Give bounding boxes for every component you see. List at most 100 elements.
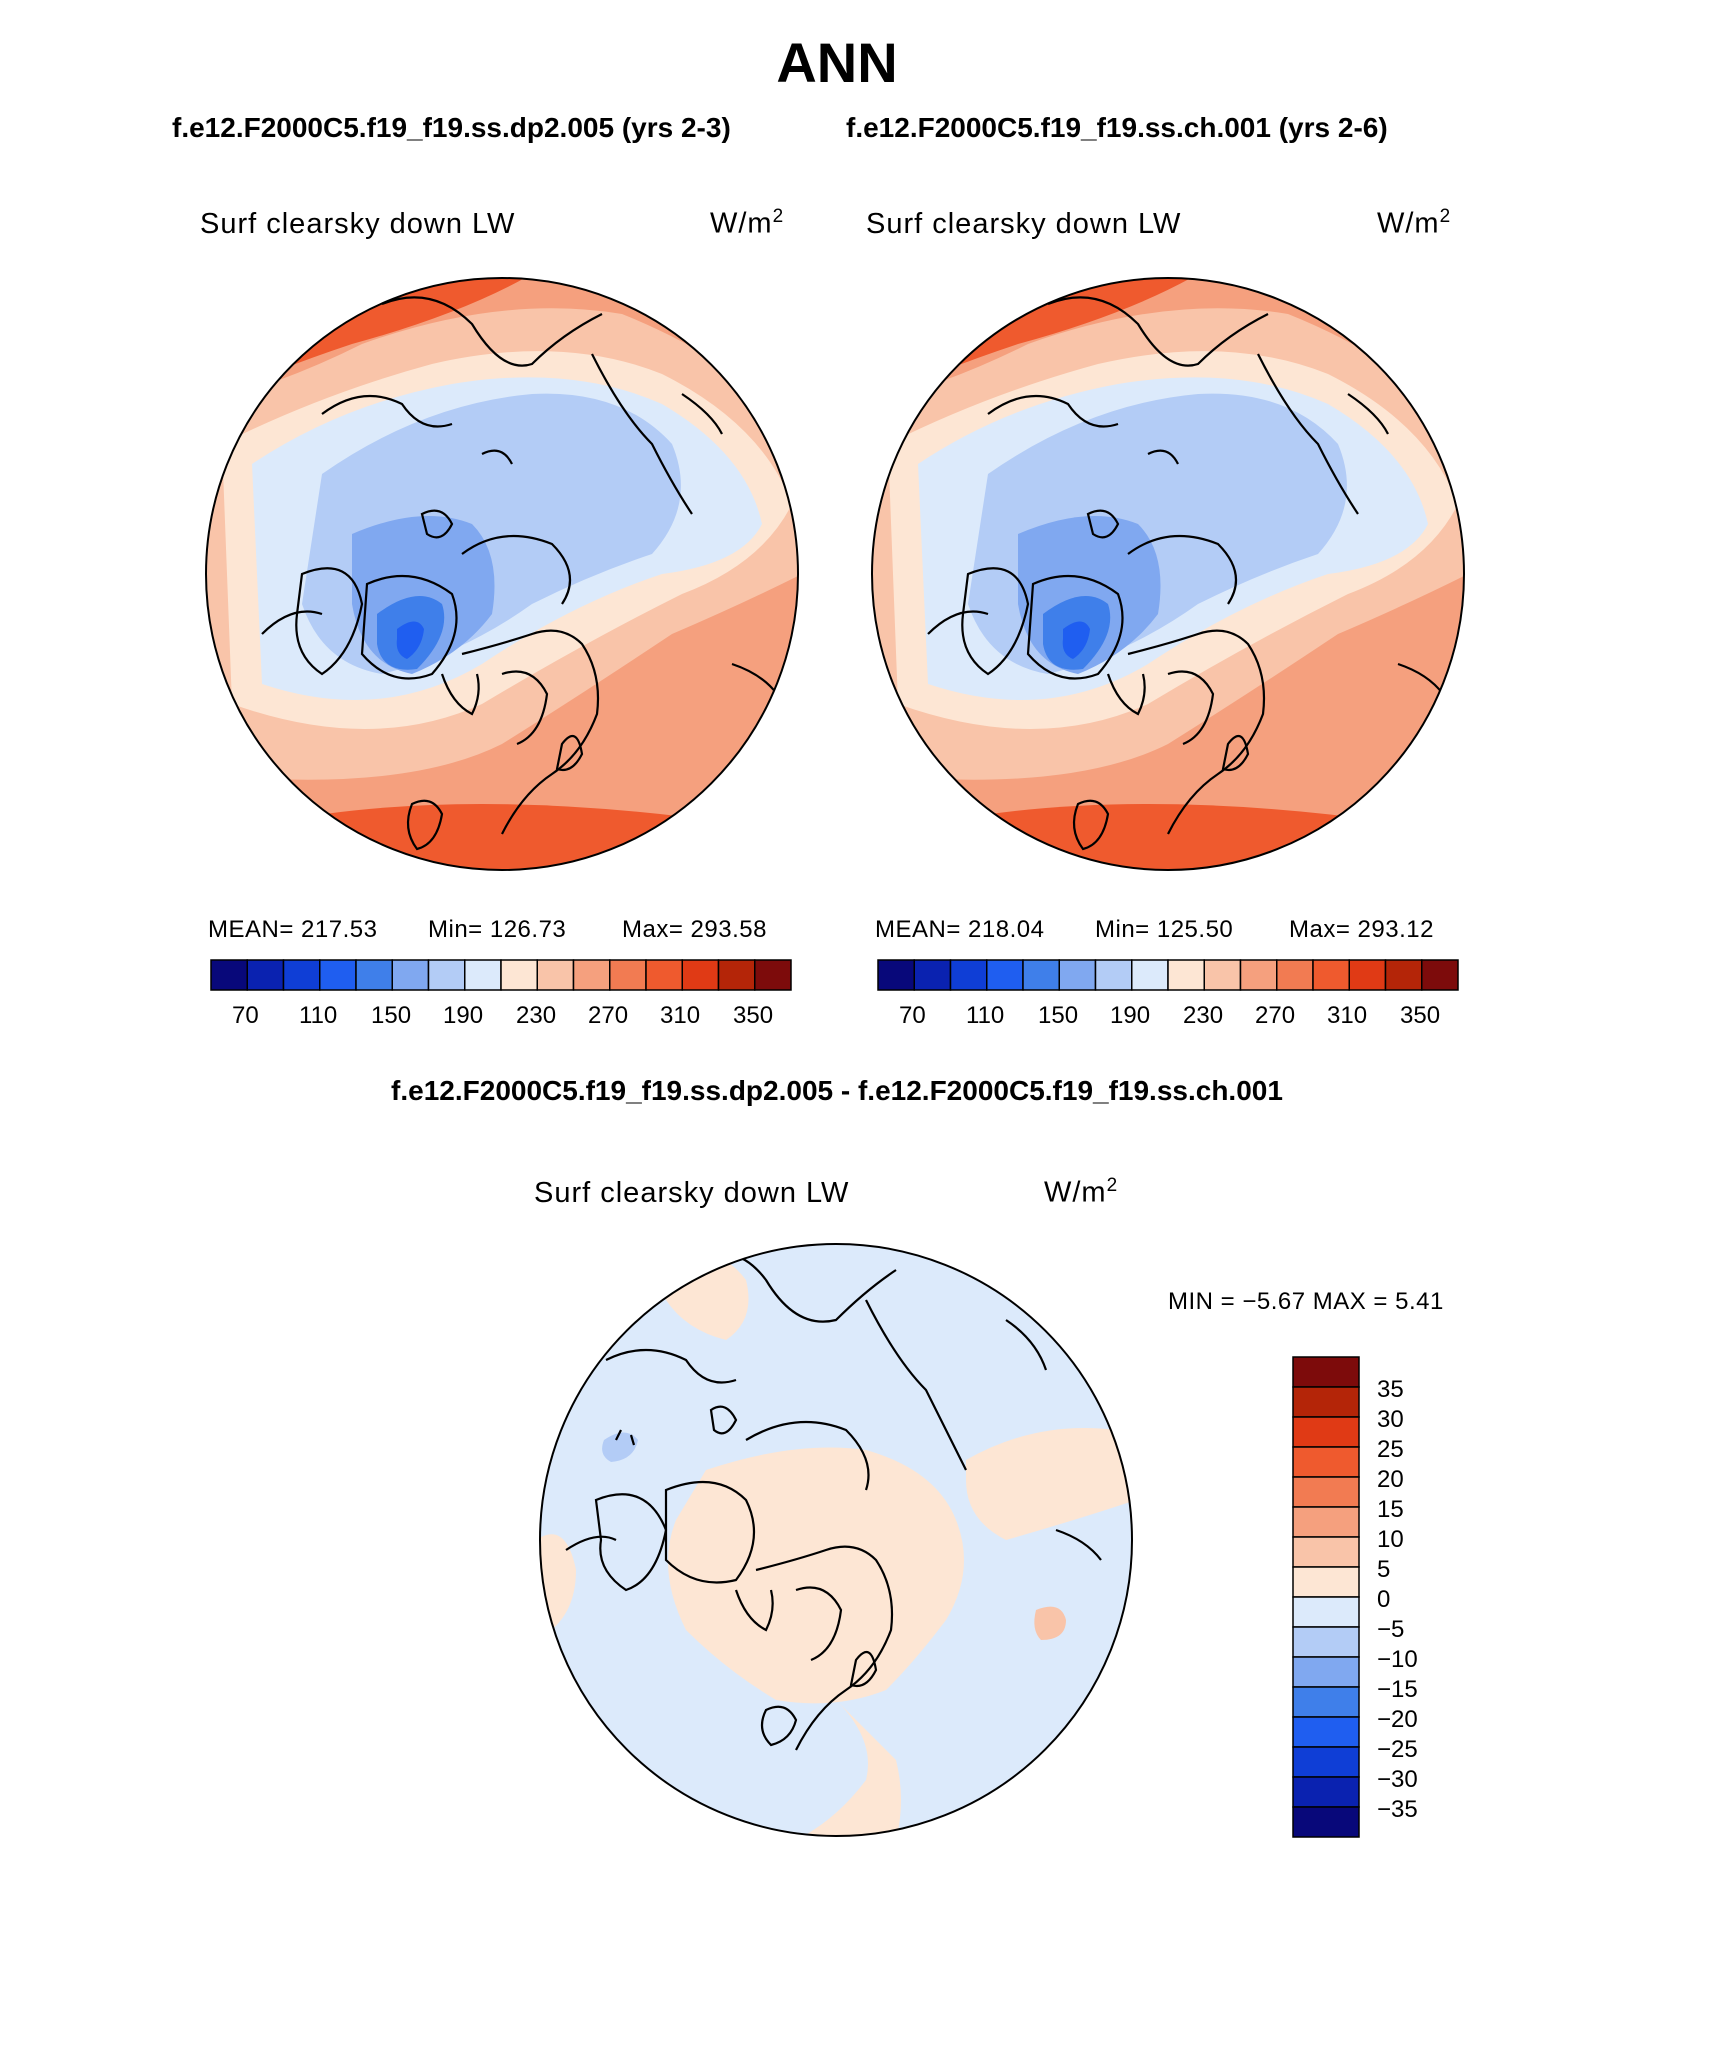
colorbar-swatch xyxy=(391,959,430,991)
colorbar-swatch xyxy=(717,959,756,991)
diff-tick-35: 35 xyxy=(1377,1376,1404,1403)
colorbar-swatch xyxy=(1276,959,1314,991)
diff-colorbar-swatch xyxy=(1292,1806,1360,1838)
colorbar-left-tick-310: 310 xyxy=(660,1002,701,1029)
colorbar-swatch xyxy=(536,959,575,991)
panel-1-units-label: W/m2 xyxy=(710,206,785,240)
colorbar-left-tick-70: 70 xyxy=(232,1002,259,1029)
diff-colorbar-swatch xyxy=(1292,1506,1360,1538)
polar-map-right xyxy=(871,277,1465,871)
colorbar-left-tick-230: 230 xyxy=(516,1002,557,1029)
colorbar-swatch xyxy=(1421,959,1459,991)
diff-tick-neg30: −30 xyxy=(1377,1766,1418,1793)
colorbar-swatch xyxy=(1203,959,1242,991)
diff-variable-label: Surf clearsky down LW xyxy=(534,1177,850,1209)
panel-2-max: Max= 293.12 xyxy=(1289,916,1434,943)
colorbar-right-tick-350: 350 xyxy=(1400,1002,1441,1029)
colorbar-swatch xyxy=(500,959,538,991)
colorbar-swatch xyxy=(913,959,952,991)
diff-colorbar-swatch xyxy=(1292,1446,1360,1478)
diff-colorbar-swatch xyxy=(1292,1626,1360,1658)
diff-colorbar-swatch xyxy=(1292,1776,1360,1808)
diff-min-max: MIN = −5.67 MAX = 5.41 xyxy=(1168,1288,1444,1315)
colorbar-left xyxy=(210,959,792,991)
colorbar-left-tick-190: 190 xyxy=(443,1002,484,1029)
colorbar-swatch xyxy=(1312,959,1350,991)
colorbar-left-tick-110: 110 xyxy=(299,1002,338,1029)
colorbar-swatch xyxy=(1239,959,1278,991)
colorbar-swatch xyxy=(949,959,988,991)
panel-1-max: Max= 293.58 xyxy=(622,916,767,943)
diff-colorbar-swatch xyxy=(1292,1416,1360,1448)
colorbar-swatch xyxy=(645,959,683,991)
diff-colorbar-swatch xyxy=(1292,1596,1360,1628)
diff-tick-25: 25 xyxy=(1377,1436,1404,1463)
diff-tick-15: 15 xyxy=(1377,1496,1404,1523)
diff-tick-10: 10 xyxy=(1377,1526,1404,1553)
panel-2-units-label: W/m2 xyxy=(1377,206,1452,240)
case-title-left: f.e12.F2000C5.f19_f19.ss.dp2.005 (yrs 2-… xyxy=(172,112,731,143)
colorbar-swatch xyxy=(1131,959,1169,991)
colorbar-swatch xyxy=(319,959,357,991)
colorbar-swatch xyxy=(355,959,393,991)
colorbar-right-tick-110: 110 xyxy=(966,1002,1005,1029)
diff-tick-neg20: −20 xyxy=(1377,1706,1418,1733)
colorbar-swatch xyxy=(877,959,915,991)
diff-tick-30: 30 xyxy=(1377,1406,1404,1433)
colorbar-swatch xyxy=(986,959,1024,991)
colorbar-swatch xyxy=(1058,959,1097,991)
colorbar-swatch xyxy=(681,959,720,991)
colorbar-right-tick-310: 310 xyxy=(1327,1002,1368,1029)
colorbar-swatch xyxy=(754,959,792,991)
colorbar-left-tick-350: 350 xyxy=(733,1002,774,1029)
panel-1-mean: MEAN= 217.53 xyxy=(208,916,378,943)
colorbar-right-tick-230: 230 xyxy=(1183,1002,1224,1029)
colorbar-swatch xyxy=(572,959,611,991)
colorbar-swatch xyxy=(210,959,248,991)
colorbar-swatch xyxy=(1167,959,1205,991)
panel-2-min: Min= 125.50 xyxy=(1095,916,1234,943)
diff-tick-20: 20 xyxy=(1377,1466,1404,1493)
panel-1-variable-label: Surf clearsky down LW xyxy=(200,208,516,240)
colorbar-swatch xyxy=(609,959,647,991)
panel-2-mean: MEAN= 218.04 xyxy=(875,916,1045,943)
colorbar-left-tick-150: 150 xyxy=(371,1002,412,1029)
diff-tick-neg15: −15 xyxy=(1377,1676,1418,1703)
colorbar-right xyxy=(877,959,1459,991)
colorbar-swatch xyxy=(427,959,466,991)
diff-tick-neg25: −25 xyxy=(1377,1736,1418,1763)
colorbar-right-tick-190: 190 xyxy=(1110,1002,1151,1029)
diff-colorbar-swatch xyxy=(1292,1716,1360,1748)
diff-tick-0: 0 xyxy=(1377,1586,1391,1613)
diff-colorbar-swatch xyxy=(1292,1536,1360,1568)
diff-units-label: W/m2 xyxy=(1044,1175,1119,1209)
colorbar-swatch xyxy=(464,959,502,991)
colorbar-left-tick-270: 270 xyxy=(588,1002,629,1029)
colorbar-swatch xyxy=(282,959,321,991)
case-title-right: f.e12.F2000C5.f19_f19.ss.ch.001 (yrs 2-6… xyxy=(846,112,1388,143)
colorbar-right-tick-270: 270 xyxy=(1255,1002,1296,1029)
colorbar-swatch xyxy=(1094,959,1133,991)
diff-colorbar-swatch xyxy=(1292,1386,1360,1418)
colorbar-swatch xyxy=(246,959,285,991)
figure-title: ANN xyxy=(776,31,898,94)
colorbar-swatch xyxy=(1384,959,1423,991)
diff-colorbar-swatch xyxy=(1292,1686,1360,1718)
colorbar-right-tick-70: 70 xyxy=(899,1002,926,1029)
diff-tick-5: 5 xyxy=(1377,1556,1391,1583)
polar-map-left xyxy=(205,277,799,871)
diff-colorbar xyxy=(1292,1356,1360,1838)
diff-colorbar-swatch xyxy=(1292,1476,1360,1508)
panel-1-min: Min= 126.73 xyxy=(428,916,567,943)
difference-title: f.e12.F2000C5.f19_f19.ss.dp2.005 - f.e12… xyxy=(391,1075,1283,1106)
polar-map-difference xyxy=(539,1243,1133,1837)
panel-2-variable-label: Surf clearsky down LW xyxy=(866,208,1182,240)
colorbar-swatch xyxy=(1022,959,1060,991)
diff-colorbar-swatch xyxy=(1292,1746,1360,1778)
diff-colorbar-swatch xyxy=(1292,1356,1360,1388)
diff-tick-neg10: −10 xyxy=(1377,1646,1418,1673)
diff-colorbar-swatch xyxy=(1292,1566,1360,1598)
colorbar-swatch xyxy=(1348,959,1387,991)
diff-tick-neg35: −35 xyxy=(1377,1796,1418,1823)
colorbar-right-tick-150: 150 xyxy=(1038,1002,1079,1029)
